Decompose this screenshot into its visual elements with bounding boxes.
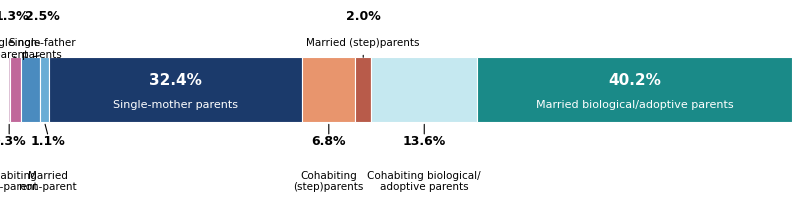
Text: 2.5%: 2.5% [25,10,59,23]
Bar [371,58,478,122]
Text: 1.3%: 1.3% [0,10,29,23]
Bar [10,58,21,122]
Text: Cohabiting
non-parent: Cohabiting non-parent [0,170,38,192]
Text: 2.0%: 2.0% [346,10,381,23]
Bar [355,58,371,122]
Bar [8,58,10,122]
Text: Single-mother parents: Single-mother parents [113,99,238,109]
Bar [49,58,302,122]
Text: Single non-
parent: Single non- parent [0,38,41,60]
Bar [478,58,792,122]
Text: 13.6%: 13.6% [402,134,446,147]
Text: 0.3%: 0.3% [0,134,26,147]
Bar [302,58,355,122]
Text: 6.8%: 6.8% [311,134,346,147]
Text: Cohabiting
(step)parents: Cohabiting (step)parents [294,170,364,192]
Bar [40,58,49,122]
Text: Single-father
parents: Single-father parents [8,38,76,60]
Text: 40.2%: 40.2% [608,73,661,88]
Text: Married (step)parents: Married (step)parents [306,38,420,48]
Text: Married biological/adoptive parents: Married biological/adoptive parents [536,99,734,109]
Bar [21,58,40,122]
Text: 1.1%: 1.1% [31,134,66,147]
Text: Married
non-parent: Married non-parent [19,170,77,192]
Text: 32.4%: 32.4% [149,73,202,88]
Text: Cohabiting biological/
adoptive parents: Cohabiting biological/ adoptive parents [367,170,481,192]
